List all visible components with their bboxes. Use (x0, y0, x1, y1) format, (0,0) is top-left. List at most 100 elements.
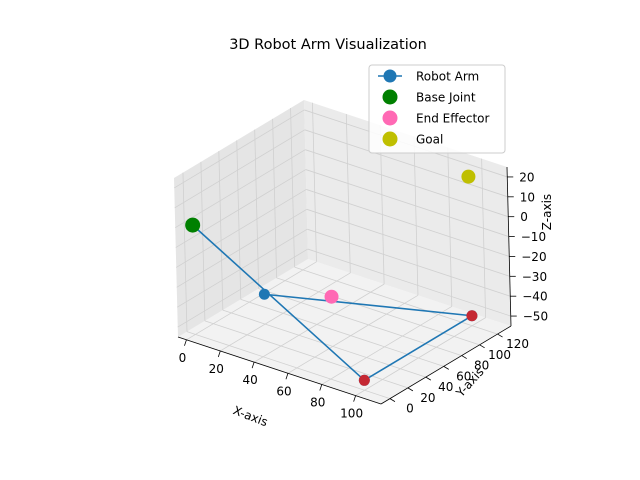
joint-highlight-marker (466, 310, 478, 322)
grid-line-x (312, 102, 317, 262)
z-axis-line (506, 166, 512, 327)
y-tick-label: 20 (420, 391, 435, 405)
grid-line-z (174, 129, 305, 209)
grid-line-y (276, 277, 480, 346)
y-tick-label: 120 (506, 337, 529, 351)
legend-label: End Effector (416, 112, 489, 126)
legend-label: Robot Arm (416, 70, 479, 84)
legend-label: Base Joint (416, 91, 476, 105)
y-tick-label: 60 (456, 369, 471, 383)
grid-line-z (176, 189, 307, 268)
legend-item-goal: Goal (382, 131, 443, 147)
legend-box (368, 64, 506, 154)
grid-line-z (304, 129, 508, 198)
grid-line-x (481, 158, 487, 318)
grid-line-y (290, 108, 295, 268)
legend-item-base-joint: Base Joint (382, 89, 476, 105)
grid-line-y (186, 331, 391, 400)
x-tick-mark (184, 339, 187, 346)
grid-line-y (236, 140, 242, 300)
y-tick-label: 80 (474, 359, 489, 373)
back-pane (304, 100, 511, 326)
grid-line-x (253, 283, 385, 363)
x-tick-mark (217, 350, 221, 358)
grid-line-x (413, 136, 419, 296)
z-tick-label: 0 (520, 210, 528, 224)
end-effector-marker (324, 289, 339, 304)
grid-line-y (200, 161, 206, 321)
x-tick-label: 20 (209, 362, 224, 376)
x-tick-mark (251, 361, 255, 369)
grid-line-y (294, 266, 498, 335)
y-tick-mark (443, 366, 449, 370)
x-tick-label: 0 (179, 351, 187, 365)
x-tick-mark (319, 384, 323, 391)
grid-line-y (240, 298, 444, 367)
z-tick-label: 20 (519, 170, 534, 184)
base-joint-marker (185, 217, 201, 233)
grid-line-y (254, 129, 260, 289)
x-tick-label: 60 (276, 384, 291, 398)
z-tick-label: −40 (522, 290, 547, 304)
y-tick-label: 0 (406, 402, 414, 416)
y-tick-mark (497, 333, 503, 338)
grid-line-y (218, 151, 224, 311)
side-pane (174, 100, 308, 337)
y-tick-mark (461, 355, 467, 359)
legend: Robot Arm Base Joint End Effector Goal (368, 64, 506, 154)
grid-line-z (307, 228, 511, 297)
z-tick-label: 10 (520, 190, 535, 204)
grid-line-z (177, 248, 308, 328)
grid-line-z (177, 228, 308, 308)
y-tick-label: 40 (438, 380, 453, 394)
y-tick-mark (479, 344, 485, 349)
y-tick-mark (407, 387, 414, 392)
grid-line-y (204, 320, 409, 389)
z-tick-label: −10 (521, 230, 546, 244)
grid-line-y (272, 118, 278, 278)
grid-line-x (345, 113, 351, 273)
legend-swatch-marker (383, 69, 397, 83)
x-tick-mark (353, 395, 357, 402)
goal-marker (461, 169, 476, 184)
y-tick-mark (389, 398, 396, 402)
grid-line-x (186, 261, 317, 341)
z-axis-label: Z-axis (540, 194, 554, 230)
robot-arm-marker (258, 288, 270, 300)
z-tick-label: −50 (523, 310, 548, 324)
legend-label: Goal (416, 133, 443, 147)
axis-lines (177, 166, 512, 405)
grid-line-z (176, 208, 307, 288)
legend-swatch-marker (382, 110, 398, 126)
z-tick-label: −20 (521, 250, 546, 264)
grid-line-y (182, 172, 188, 332)
grid-line-x (355, 317, 486, 396)
grid-line-z (175, 169, 306, 248)
grid-line-y (258, 288, 462, 356)
grid-line-z (306, 189, 510, 257)
y-axis-line (380, 325, 512, 405)
legend-item-robot-arm: Robot Arm (378, 69, 479, 84)
plot-marks (185, 169, 478, 386)
x-tick-label: 100 (340, 407, 363, 421)
y-tick-mark (425, 376, 432, 381)
joint-highlight-marker (358, 374, 370, 386)
grid-line-z (305, 149, 509, 218)
x-tick-mark (285, 373, 289, 380)
x-axis-label: X-axis (231, 403, 270, 429)
grid-line-z (306, 208, 510, 277)
chart-title: 3D Robot Arm Visualization (229, 37, 427, 53)
x-axis-line (177, 336, 382, 405)
x-tick-label: 40 (242, 373, 257, 387)
y-tick-label: 100 (488, 348, 511, 362)
grid-line-z (174, 109, 305, 189)
z-tick-label: −30 (522, 270, 547, 284)
legend-swatch-marker (382, 131, 398, 147)
grid-line-x (220, 272, 351, 352)
legend-swatch-marker (382, 89, 398, 105)
legend-item-end-effector: End Effector (382, 110, 489, 126)
grid-line-z (175, 149, 306, 229)
grid-line-x (321, 306, 452, 385)
